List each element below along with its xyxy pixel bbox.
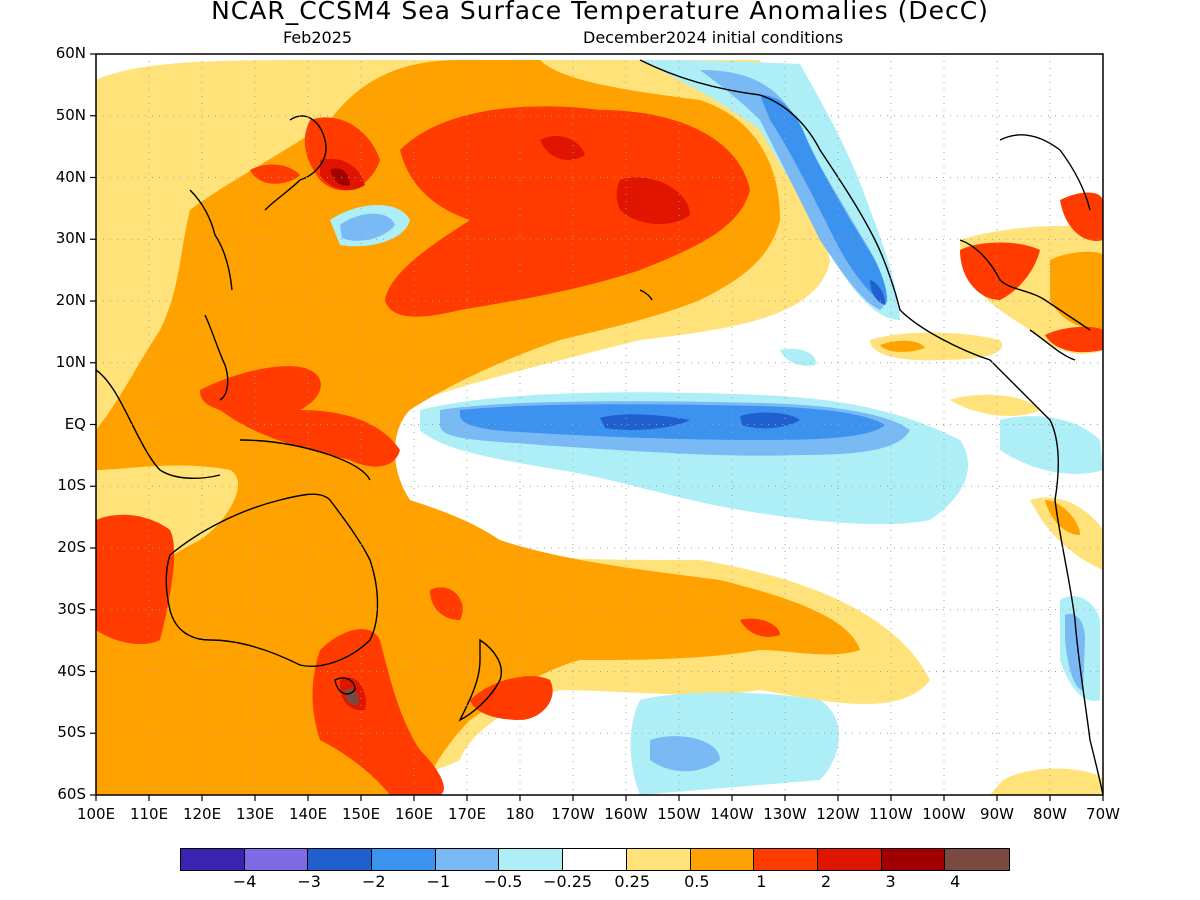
lon-label: 140E [288, 805, 328, 823]
legend-swatch [563, 849, 627, 870]
lon-label: 130E [235, 805, 275, 823]
lon-label: 150E [341, 805, 381, 823]
legend-swatch [945, 849, 1009, 870]
lat-label: 20S [57, 538, 86, 556]
lon-label: 90W [980, 805, 1014, 823]
lon-label: 100E [76, 805, 116, 823]
coast-north-america-east [999, 134, 1091, 211]
legend-label: 3 [885, 872, 896, 891]
lon-label: 170W [551, 805, 595, 823]
coast-philippines [204, 314, 229, 401]
coast-australia [165, 493, 379, 667]
lat-label: 50N [55, 105, 86, 124]
legend-swatch [690, 849, 755, 870]
lat-label: 60N [55, 44, 86, 62]
lon-label: 150W [657, 805, 701, 823]
coast-japan [264, 115, 327, 211]
lat-label: 40S [57, 661, 86, 680]
lon-label: 180 [505, 805, 535, 823]
lon-label: 140W [710, 805, 754, 823]
coast-central-america [1029, 329, 1076, 361]
legend-label: 0.5 [684, 872, 710, 891]
legend-swatch [881, 849, 946, 870]
legend-swatch [181, 849, 245, 870]
lon-label: 170E [447, 805, 487, 823]
lat-label: EQ [64, 414, 86, 433]
lat-label: 20N [55, 291, 86, 309]
legend-swatch [244, 849, 309, 870]
coast-southeast-asia [96, 369, 221, 479]
lon-label: 110E [129, 805, 169, 823]
lat-label: 50S [57, 723, 86, 742]
coast-gulf-of-mexico [959, 239, 1091, 331]
legend-label: 0.25 [614, 872, 650, 891]
map-title: NCAR_CCSM4 Sea Surface Temperature Anoma… [211, 0, 989, 25]
legend-label: −3 [297, 872, 321, 891]
coastlines [96, 59, 1103, 795]
lat-label: 60S [57, 785, 86, 803]
anomaly-field [96, 54, 1103, 795]
legend-swatch [372, 849, 436, 870]
lon-label: 70W [1086, 805, 1120, 823]
legend-label: 1 [756, 872, 767, 891]
lon-label: 110W [869, 805, 913, 823]
coast-tasmania [334, 677, 356, 695]
lon-label: 160W [604, 805, 648, 823]
legend-swatch [499, 849, 564, 870]
coast-east-china [189, 189, 233, 291]
legend-swatch [435, 849, 500, 870]
coast-new-zealand [458, 638, 502, 722]
anomaly-band-3-plus [330, 168, 359, 706]
legend-swatch [817, 849, 882, 870]
legend-swatch [308, 849, 373, 870]
legend-label: 2 [820, 872, 832, 891]
lon-label: 120E [182, 805, 222, 823]
color-legend [180, 848, 1010, 871]
legend-swatch [626, 849, 691, 870]
legend-label: −2 [362, 872, 386, 891]
lat-label: 30N [55, 229, 86, 248]
coast-americas-west [639, 59, 1103, 795]
legend-label: 4 [950, 872, 961, 891]
coast-new-guinea [239, 439, 371, 481]
initial-conditions-label: December2024 initial conditions [583, 28, 844, 47]
anomaly-band-1-2 [96, 106, 1103, 795]
lon-label: 120W [816, 805, 860, 823]
legend-label: −1 [426, 872, 451, 891]
legend-swatch [754, 849, 818, 870]
lat-label: 10N [55, 352, 86, 371]
lat-label: 10S [57, 476, 86, 495]
forecast-month-label: Feb2025 [283, 28, 353, 47]
lat-label: 30S [57, 599, 86, 618]
lon-label: 100W [922, 805, 966, 823]
lon-label: 80W [1033, 805, 1067, 823]
legend-label: −4 [232, 872, 257, 891]
lat-label: 40N [55, 167, 86, 186]
lon-label: 130W [763, 805, 807, 823]
lon-label: 160E [394, 805, 434, 823]
legend-label: −0.25 [543, 872, 593, 891]
coast-hawaii [639, 289, 653, 301]
axis-ticks [90, 53, 1104, 801]
legend-label: −0.5 [483, 872, 523, 891]
